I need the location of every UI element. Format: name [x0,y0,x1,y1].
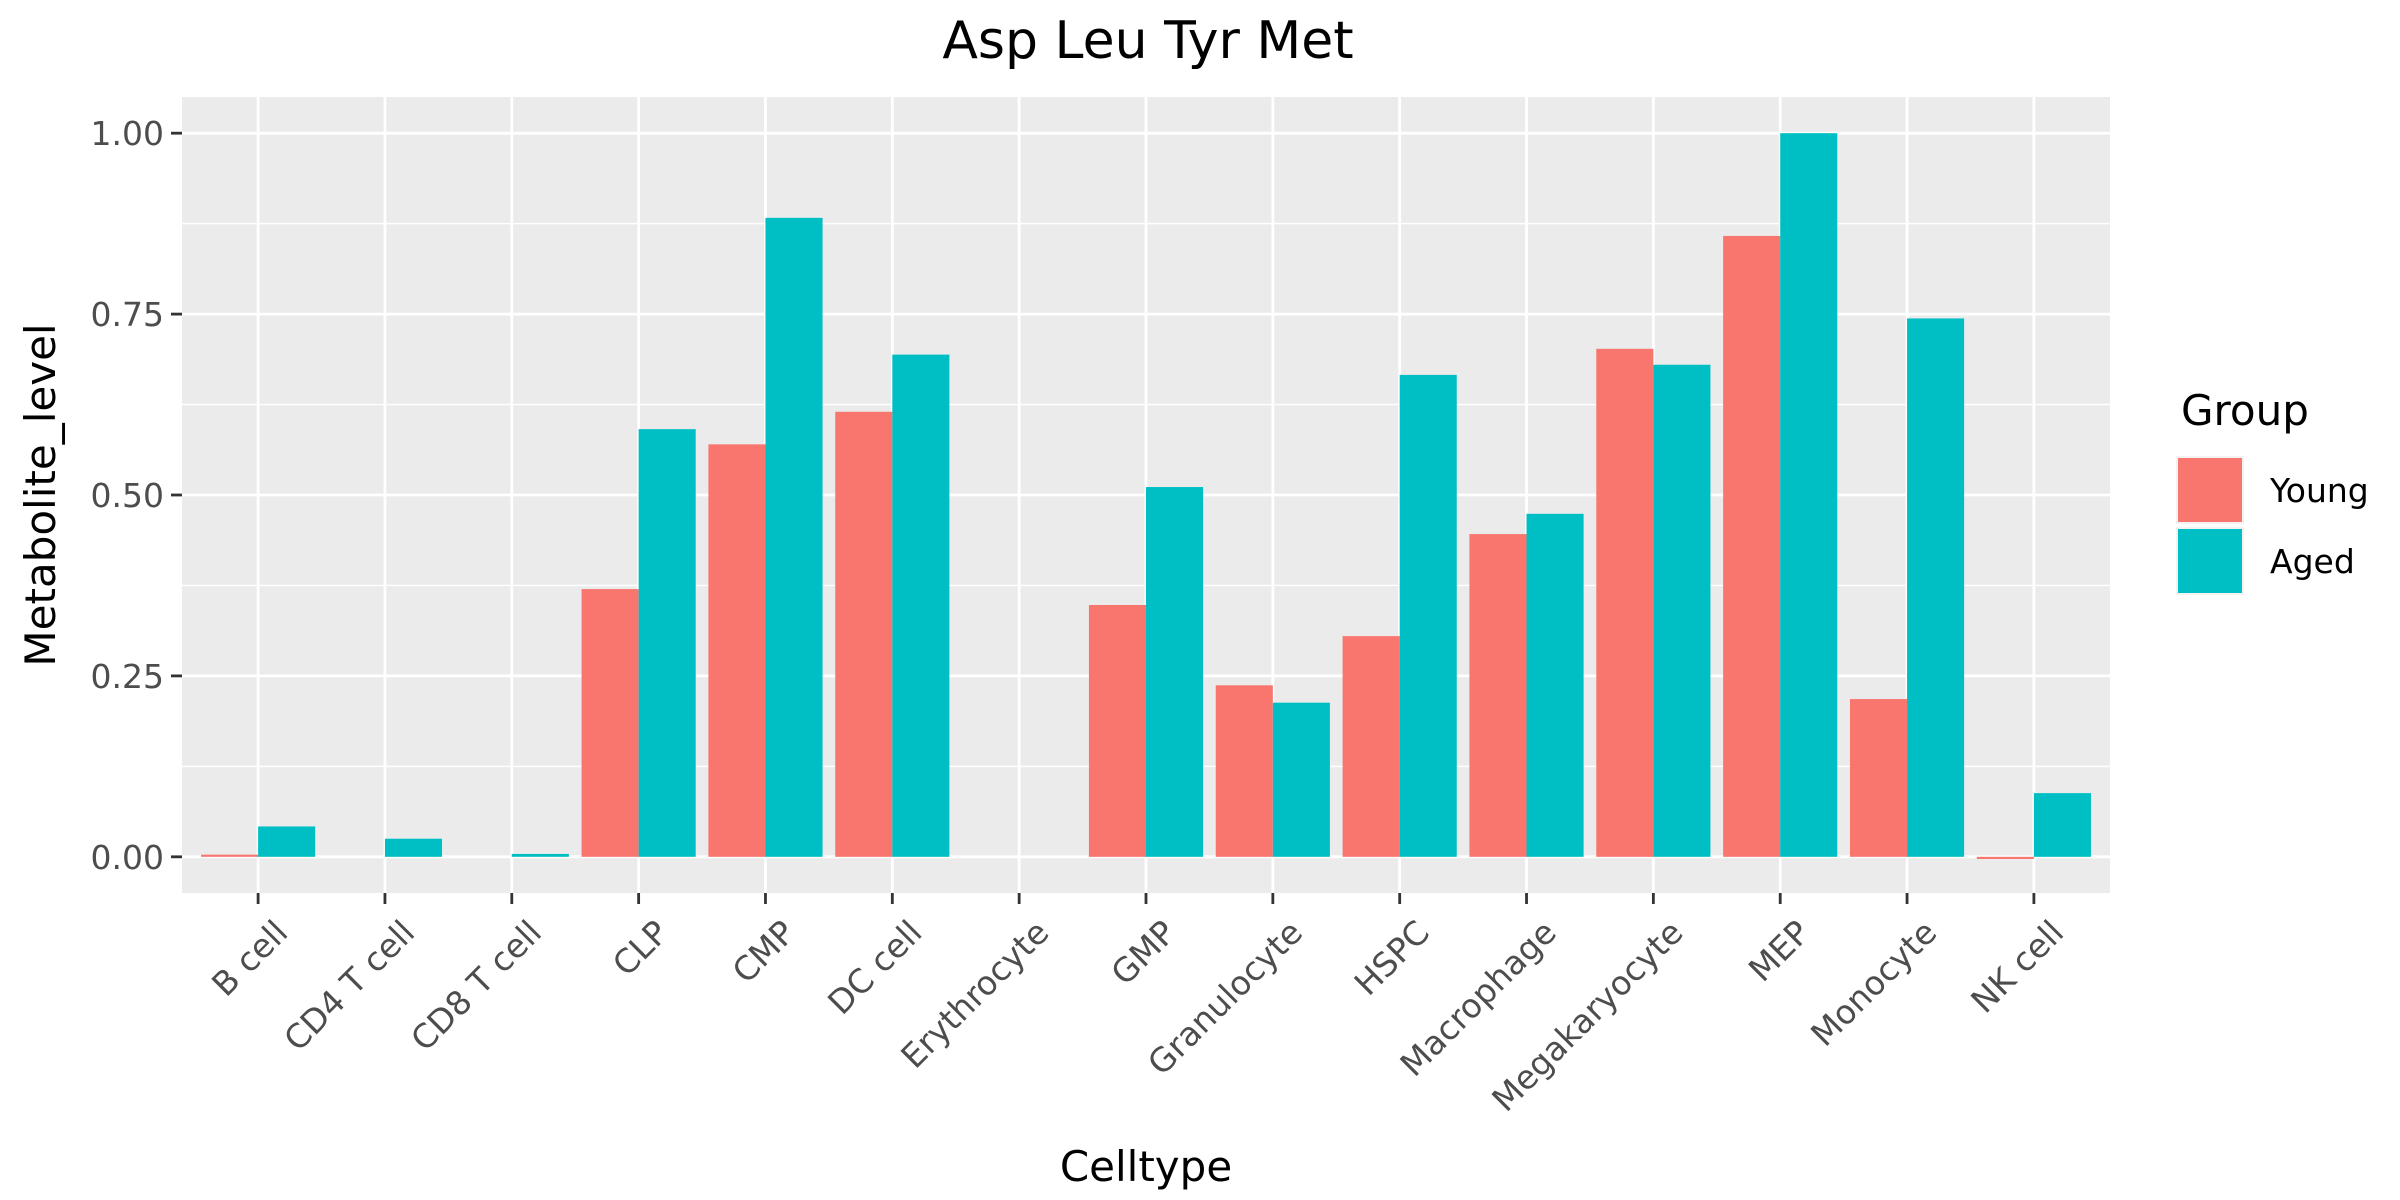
y-tick-label: 0.75 [91,295,164,334]
y-axis-title: Metabolite_level [16,323,65,666]
legend-swatch-aged [2178,529,2242,593]
legend-title: Group [2181,386,2309,435]
x-tick-label: CMP [725,913,803,991]
x-tick-label: CLP [605,913,676,984]
bar-aged-mep [1780,133,1838,857]
y-tick-label: 0.50 [91,476,164,515]
bar-young-cmp [708,444,766,857]
bar-young-mep [1723,235,1781,857]
bar-young-megakaryocyte [1596,348,1654,857]
bar-aged-b-cell [258,826,316,857]
bar-young-nk-cell [1976,856,2034,859]
bar-aged-dc-cell [892,354,950,857]
legend-label-young: Young [2269,471,2369,510]
bar-aged-hspc [1399,374,1457,857]
legend-label-aged: Aged [2270,542,2355,581]
bar-aged-nk-cell [2033,793,2091,857]
x-tick-label: CD4 T cell [276,913,422,1059]
x-tick-label: MEP [1741,913,1818,990]
bar-aged-macrophage [1526,513,1584,857]
x-tick-label: HSPC [1347,913,1437,1003]
bar-aged-megakaryocyte [1653,364,1711,857]
bar-aged-granulocyte [1272,702,1330,857]
bar-aged-clp [638,429,696,857]
x-tick-label: NK cell [1963,913,2071,1021]
y-tick-label: 0.25 [91,657,164,696]
y-tick-label: 0.00 [91,838,164,877]
y-axis: 0.00 0.25 0.50 0.75 1.00 [91,114,182,877]
bar-young-hspc [1342,636,1400,857]
x-tick-label: DC cell [820,913,929,1022]
bar-aged-monocyte [1907,318,1965,857]
bar-aged-gmp [1146,487,1204,857]
bar-young-b-cell [201,854,259,857]
x-tick-label: Monocyte [1803,913,1944,1054]
bars [201,133,2091,859]
bar-aged-cmp [765,217,823,857]
x-tick-label: CD8 T cell [403,913,549,1059]
bar-young-dc-cell [835,411,893,857]
y-tick-label: 1.00 [91,114,164,153]
bar-young-gmp [1088,604,1146,857]
legend: Group Young Aged [2176,386,2369,595]
x-axis-title: Celltype [1060,1142,1232,1191]
bar-young-granulocyte [1215,685,1273,857]
x-tick-label: B cell [204,913,295,1004]
bar-young-monocyte [1849,699,1908,857]
bar-aged-cd8-t-cell [511,853,569,857]
chart-title: Asp Leu Tyr Met [942,11,1353,71]
bar-aged-cd4-t-cell [384,838,443,857]
legend-swatch-young [2178,458,2242,522]
bar-young-clp [581,589,639,857]
bar-young-macrophage [1469,534,1527,857]
x-tick-label: GMP [1103,913,1183,993]
